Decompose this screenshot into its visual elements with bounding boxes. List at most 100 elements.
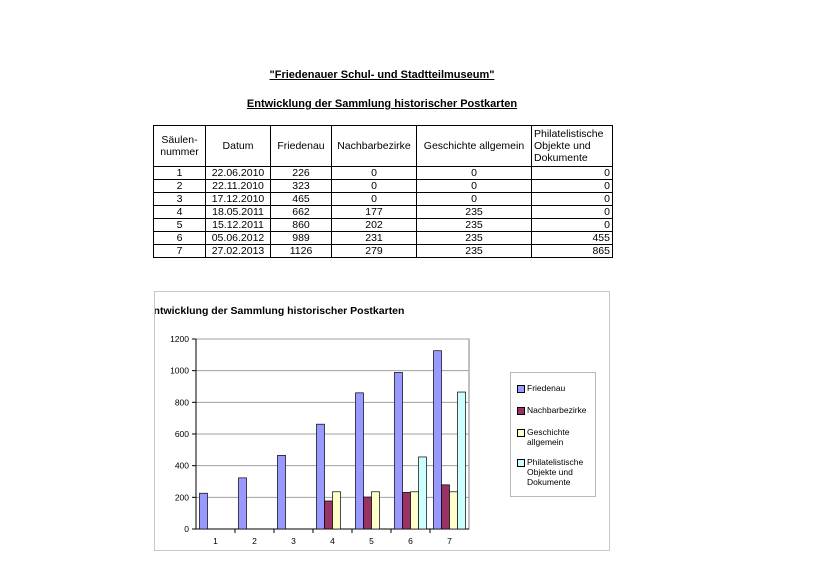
x-tick-label: 2 [252, 536, 257, 546]
y-tick-label: 600 [175, 429, 189, 439]
table-cell: 465 [270, 192, 332, 206]
y-tick-label: 1000 [170, 366, 189, 376]
bar-6-3 [457, 391, 466, 530]
bar-5-0 [394, 372, 403, 530]
table-cell: 05.06.2012 [205, 231, 271, 245]
table-cell: 0 [331, 166, 417, 180]
bar-3-1 [324, 500, 333, 530]
table-cell: 455 [531, 231, 613, 245]
legend-swatch [517, 407, 525, 415]
table-cell: 22.11.2010 [205, 179, 271, 193]
table-cell: 860 [270, 218, 332, 232]
x-tick-label: 1 [213, 536, 218, 546]
x-tick-label: 3 [291, 536, 296, 546]
table-cell: 231 [331, 231, 417, 245]
col-header-number: Säulen-nummer [153, 125, 206, 167]
bar-6-2 [449, 491, 458, 530]
table-row: 2 22.11.2010 323 0 0 0 [153, 179, 613, 193]
bar-4-1 [363, 496, 372, 530]
table-row: 7 27.02.2013 1126 279 235 865 [153, 244, 613, 258]
bar-5-1 [402, 492, 411, 530]
col-header-geschichte: Geschichte allgemein [416, 125, 532, 167]
collection-table: Säulen-nummer Datum Friedenau Nachbarbez… [153, 125, 613, 258]
table-row: 3 17.12.2010 465 0 0 0 [153, 192, 613, 206]
table-cell: 226 [270, 166, 332, 180]
x-tick-label: 7 [447, 536, 452, 546]
table-cell: 989 [270, 231, 332, 245]
table-cell: 662 [270, 205, 332, 219]
y-tick-label: 800 [175, 397, 189, 407]
y-tick-label: 400 [175, 461, 189, 471]
legend-swatch [517, 385, 525, 393]
table-cell: 865 [531, 244, 613, 258]
bar-4-2 [371, 491, 380, 530]
museum-title: "Friedenauer Schul- und Stadtteilmuseum" [269, 69, 495, 81]
bar-3-0 [316, 423, 325, 530]
bar-3-2 [332, 491, 341, 530]
bar-5-2 [410, 491, 419, 530]
bar-6-1 [441, 484, 450, 530]
table-cell: 6 [153, 231, 206, 245]
chart-frame: Entwicklung der Sammlung historischer Po… [154, 291, 610, 551]
col-header-philatelistische: Philatelistische Objekte und Dokumente [531, 125, 613, 167]
legend-label: Friedenau [527, 383, 566, 393]
bar-0-0 [199, 492, 208, 530]
x-tick-label: 5 [369, 536, 374, 546]
chart-legend: Friedenau Nachbarbezirke Geschichte allgem… [510, 372, 596, 497]
collection-bar-chart: Entwicklung der Sammlung historischer Po… [155, 305, 470, 546]
legend-label: Philatelistische Objekte und Dokumente [527, 457, 584, 487]
table-cell: 202 [331, 218, 417, 232]
bar-4-0 [355, 392, 364, 530]
legend-swatch [517, 459, 525, 467]
table-cell: 5 [153, 218, 206, 232]
bar-2-0 [277, 455, 286, 530]
y-tick-label: 200 [175, 492, 189, 502]
table-cell: 15.12.2011 [205, 218, 271, 232]
table-cell: 0 [331, 179, 417, 193]
table-cell: 27.02.2013 [205, 244, 271, 258]
col-header-date: Datum [205, 125, 271, 167]
table-row: 6 05.06.2012 989 231 235 455 [153, 231, 613, 245]
y-tick-label: 0 [184, 524, 189, 534]
table-cell: 18.05.2011 [205, 205, 271, 219]
table-cell: 1126 [270, 244, 332, 258]
table-cell: 0 [531, 166, 613, 180]
table-header-row: Säulen-nummer Datum Friedenau Nachbarbez… [153, 125, 613, 167]
table-cell: 279 [331, 244, 417, 258]
table-cell: 1 [153, 166, 206, 180]
table-cell: 0 [416, 192, 532, 206]
bar-5-3 [418, 456, 427, 530]
table-cell: 22.06.2010 [205, 166, 271, 180]
table-cell: 0 [531, 179, 613, 193]
table-cell: 323 [270, 179, 332, 193]
table-cell: 17.12.2010 [205, 192, 271, 206]
table-cell: 0 [416, 166, 532, 180]
legend-label: Nachbarbezirke [527, 405, 587, 415]
collection-subtitle: Entwicklung der Sammlung historischer Po… [246, 98, 518, 110]
legend-label: Geschichte allgemein [527, 427, 570, 447]
bar-6-0 [433, 350, 442, 530]
x-tick-label: 4 [330, 536, 335, 546]
table-row: 1 22.06.2010 226 0 0 0 [153, 166, 613, 180]
table-cell: 0 [531, 192, 613, 206]
table-cell: 0 [531, 218, 613, 232]
table-cell: 3 [153, 192, 206, 206]
table-cell: 4 [153, 205, 206, 219]
table-row: 4 18.05.2011 662 177 235 0 [153, 205, 613, 219]
bar-1-0 [238, 477, 247, 530]
table-cell: 235 [416, 231, 532, 245]
table-cell: 235 [416, 244, 532, 258]
x-tick-label: 6 [408, 536, 413, 546]
table-cell: 0 [531, 205, 613, 219]
table-cell: 7 [153, 244, 206, 258]
legend-swatch [517, 429, 525, 437]
col-header-nachbarbezirke: Nachbarbezirke [331, 125, 417, 167]
table-cell: 235 [416, 218, 532, 232]
table-cell: 2 [153, 179, 206, 193]
table-cell: 0 [331, 192, 417, 206]
table-cell: 235 [416, 205, 532, 219]
table-cell: 177 [331, 205, 417, 219]
chart-title: Entwicklung der Sammlung historischer Po… [155, 305, 404, 317]
y-tick-label: 1200 [170, 334, 189, 344]
table-row: 5 15.12.2011 860 202 235 0 [153, 218, 613, 232]
